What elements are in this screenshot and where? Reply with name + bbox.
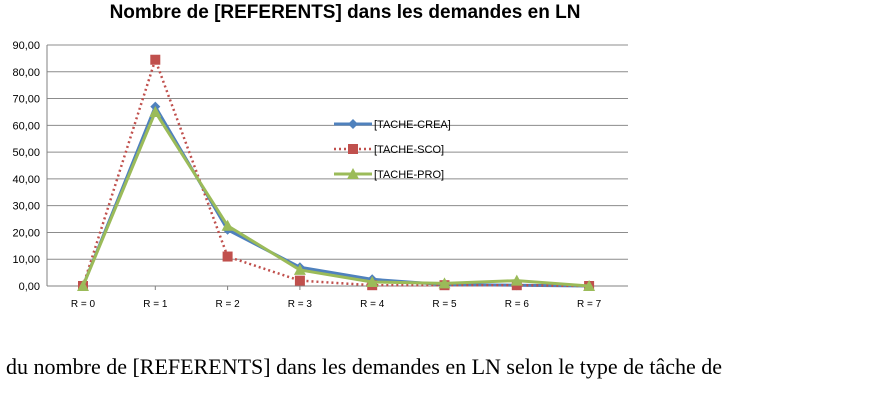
chart-series: [77, 54, 596, 291]
data-point: [510, 274, 523, 286]
legend-label: [TACHE-PRO]: [374, 169, 444, 181]
x-tick-label: R = 6: [505, 299, 530, 310]
x-tick-label: R = 4: [360, 299, 385, 310]
data-point: [293, 263, 306, 275]
y-axis-ticks: 0,00 10,00 20,00 30,00 40,00 50,00 60,00 70,00 8…: [12, 40, 40, 293]
legend-label: [TACHE-CREA]: [374, 119, 451, 131]
series-tache-crea: [78, 101, 595, 291]
y-tick-label: 90,00: [12, 40, 40, 52]
x-tick-label: R = 0: [71, 299, 96, 310]
series-tache-pro: [77, 105, 596, 291]
series-line: [81, 105, 590, 288]
data-point: [77, 280, 89, 291]
chart-legend: [TACHE-CREA] [TACHE-SCO] [TACHE-PRO]: [334, 119, 451, 181]
legend-item: [TACHE-PRO]: [334, 168, 444, 181]
legend-label: [TACHE-SCO]: [374, 144, 444, 156]
data-point: [348, 119, 358, 129]
chart-axes: [46, 45, 628, 290]
y-tick-label: 60,00: [12, 120, 40, 132]
figure-caption: du nombre de [REFERENTS] dans les demand…: [6, 354, 723, 379]
chart-gridlines: [47, 44, 628, 260]
data-point: [438, 277, 451, 289]
data-point: [583, 280, 596, 291]
y-tick-label: 40,00: [12, 174, 40, 186]
x-tick-label: R = 5: [432, 299, 457, 310]
data-point: [347, 168, 359, 179]
y-tick-label: 20,00: [12, 227, 40, 239]
line-chart: 0,00 10,00 20,00 30,00 40,00 50,00 60,00 70,00 8…: [12, 40, 628, 310]
data-point: [366, 275, 379, 287]
data-point: [149, 105, 162, 117]
y-tick-label: 30,00: [12, 201, 40, 213]
data-point: [150, 54, 161, 65]
series-line: [81, 110, 590, 288]
y-tick-label: 80,00: [12, 67, 40, 79]
legend-item: [TACHE-CREA]: [334, 119, 451, 131]
data-point: [348, 144, 358, 154]
y-tick-label: 50,00: [12, 147, 40, 159]
y-tick-label: 10,00: [12, 254, 40, 266]
x-axis-ticks: R = 0 R = 1 R = 2 R = 3 R = 4 R = 5 R = 6 R = 7: [71, 299, 602, 310]
x-tick-label: R = 7: [577, 299, 602, 310]
data-point: [221, 219, 234, 231]
chart-title: Nombre de [REFERENTS] dans les demandes …: [109, 2, 581, 23]
data-point: [294, 275, 305, 286]
x-tick-label: R = 3: [288, 299, 313, 310]
y-tick-label: 70,00: [12, 94, 40, 106]
legend-item: [TACHE-SCO]: [334, 144, 444, 156]
x-tick-label: R = 1: [143, 299, 168, 310]
x-tick-label: R = 2: [216, 299, 241, 310]
y-tick-label: 0,00: [19, 281, 40, 293]
data-point: [222, 251, 233, 262]
